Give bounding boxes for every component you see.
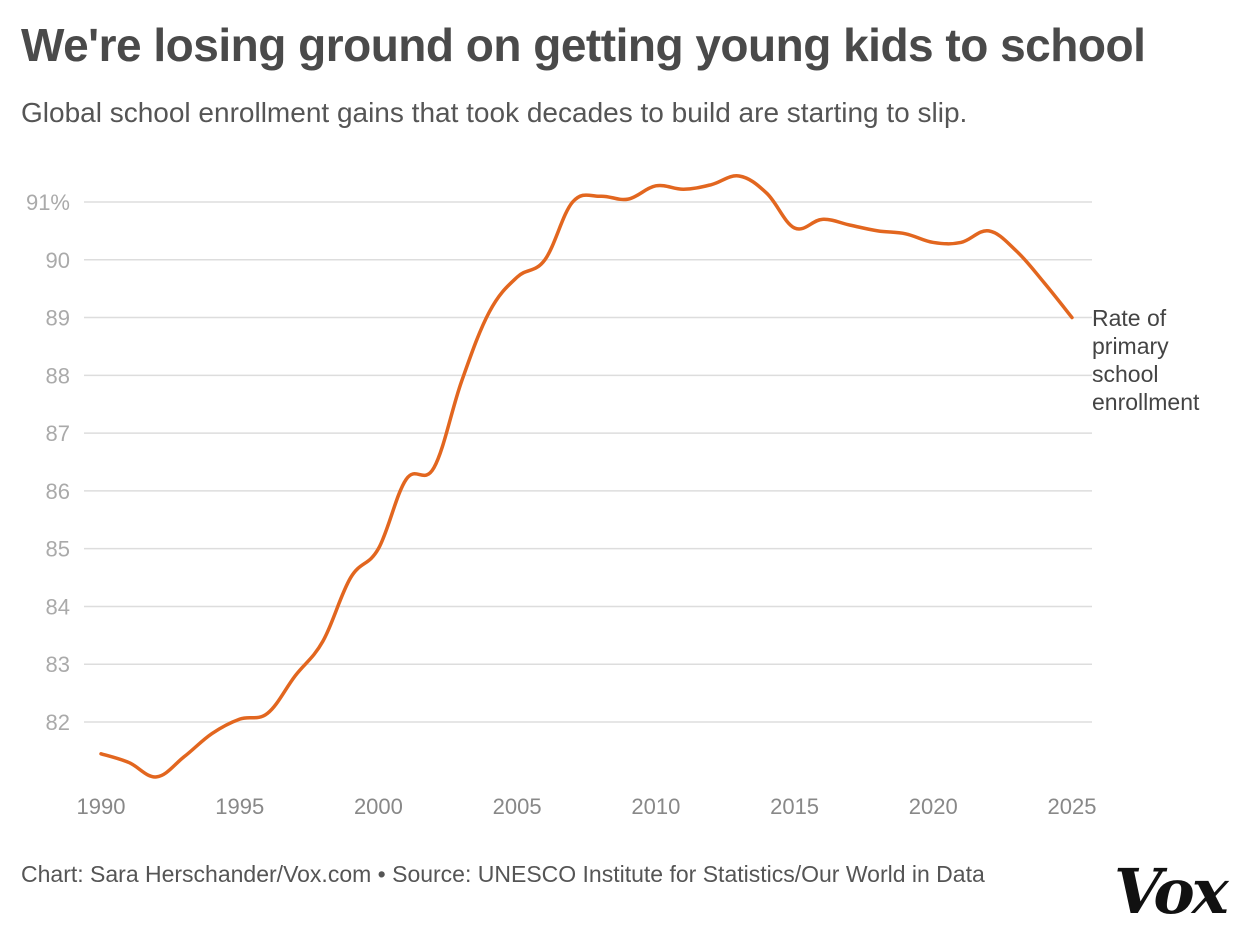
series-label-line: primary <box>1092 333 1169 359</box>
y-tick-label: 88 <box>46 363 70 388</box>
x-tick-label: 2000 <box>354 794 403 819</box>
y-tick-label: 82 <box>46 710 70 735</box>
y-tick-label: 84 <box>46 594 70 619</box>
series-label-line: school <box>1092 361 1158 387</box>
x-tick-label: 2005 <box>493 794 542 819</box>
y-tick-label: 91% <box>26 190 70 215</box>
series-label-line: enrollment <box>1092 389 1200 415</box>
source-credit: Chart: Sara Herschander/Vox.com • Source… <box>21 861 985 887</box>
x-tick-label: 1995 <box>215 794 264 819</box>
x-tick-label: 2020 <box>909 794 958 819</box>
y-tick-label: 85 <box>46 537 70 562</box>
y-tick-label: 87 <box>46 421 70 446</box>
x-tick-label: 1990 <box>77 794 126 819</box>
x-tick-label: 2010 <box>631 794 680 819</box>
y-tick-label: 83 <box>46 652 70 677</box>
x-tick-label: 2025 <box>1048 794 1097 819</box>
vox-logo: Vox <box>1114 855 1229 928</box>
line-chart: 82 83 84 85 86 87 88 89 90 91% 1990 1995 2000 2005 20… <box>26 174 1200 819</box>
x-axis-ticks: 1990 1995 2000 2005 2010 2015 2020 2025 <box>77 794 1097 819</box>
gridlines <box>84 201 1092 723</box>
series-label-line: Rate of <box>1092 305 1167 331</box>
x-tick-label: 2015 <box>770 794 819 819</box>
enrollment-rate-line <box>99 174 1074 779</box>
y-tick-label: 86 <box>46 479 70 504</box>
chart-title: We're losing ground on getting young kid… <box>21 19 1146 71</box>
y-tick-label: 89 <box>46 306 70 331</box>
y-tick-label: 90 <box>46 248 70 273</box>
chart-subtitle: Global school enrollment gains that took… <box>21 97 968 128</box>
series-layer <box>99 174 1074 779</box>
y-axis-ticks: 82 83 84 85 86 87 88 89 90 91% <box>26 190 70 735</box>
